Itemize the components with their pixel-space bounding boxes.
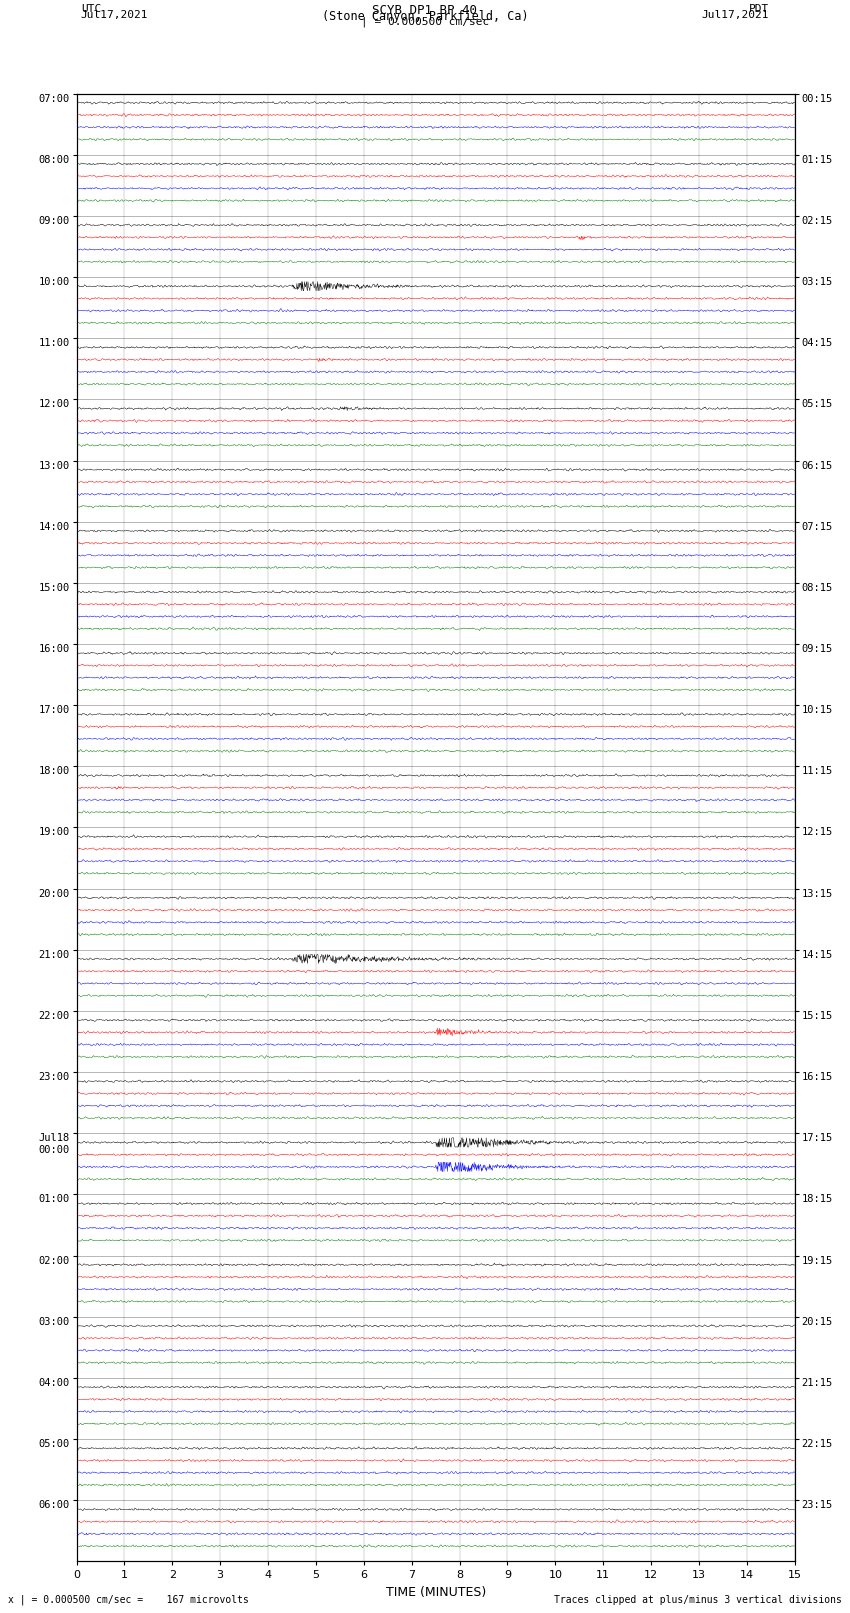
Text: (Stone Canyon, Parkfield, Ca): (Stone Canyon, Parkfield, Ca) (321, 11, 529, 24)
Text: UTC: UTC (81, 5, 101, 15)
Text: Jul17,2021: Jul17,2021 (81, 11, 148, 21)
Text: Jul17,2021: Jul17,2021 (702, 11, 769, 21)
Text: Traces clipped at plus/minus 3 vertical divisions: Traces clipped at plus/minus 3 vertical … (553, 1595, 842, 1605)
X-axis label: TIME (MINUTES): TIME (MINUTES) (386, 1586, 485, 1598)
Text: x | = 0.000500 cm/sec =    167 microvolts: x | = 0.000500 cm/sec = 167 microvolts (8, 1594, 249, 1605)
Text: PDT: PDT (749, 5, 769, 15)
Text: SCYB DP1 BP 40: SCYB DP1 BP 40 (372, 5, 478, 18)
Text: | = 0.000500 cm/sec: | = 0.000500 cm/sec (361, 18, 489, 27)
